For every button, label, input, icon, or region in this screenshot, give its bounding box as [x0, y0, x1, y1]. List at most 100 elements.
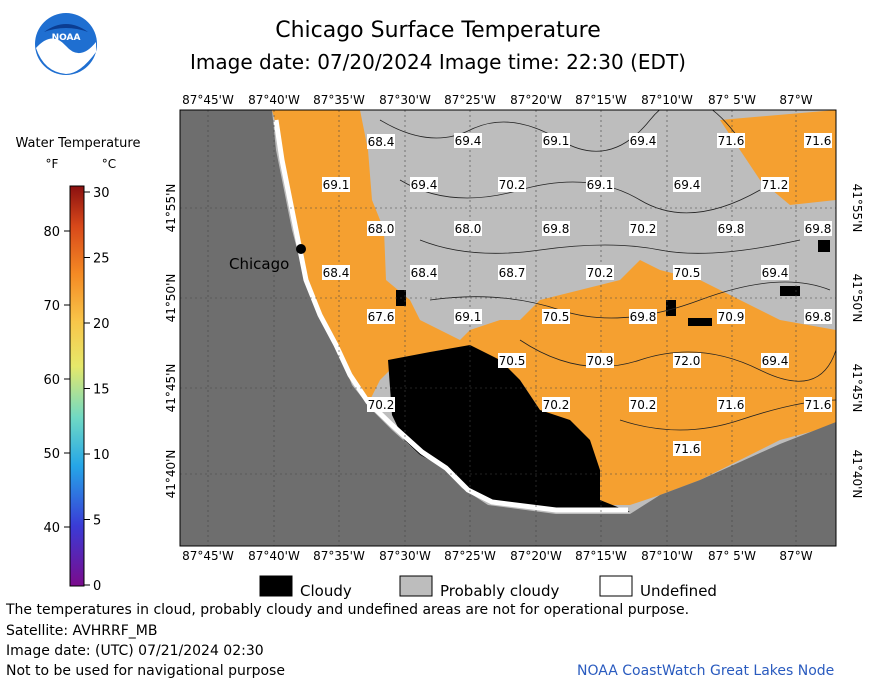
colorbar-tick-c: 5 [93, 514, 101, 529]
temp-label: 70.5 [674, 266, 701, 280]
temp-label: 68.4 [411, 266, 438, 280]
temp-label-bg [673, 177, 701, 192]
legend-undefined-label: Undefined [640, 582, 717, 600]
temp-label: 69.4 [674, 178, 701, 192]
temp-label: 69.1 [543, 134, 570, 148]
graticule [180, 110, 836, 546]
temp-label: 70.2 [630, 398, 657, 412]
city-marker [296, 244, 306, 254]
lon-label-top: 87°45'W [182, 93, 234, 107]
lon-label-bottom: 87°40'W [248, 549, 300, 563]
colorbar-tick-c: 30 [93, 186, 110, 201]
lon-label-bottom: 87° 5'W [708, 549, 756, 563]
temp-label: 69.8 [630, 310, 657, 324]
page-title: Chicago Surface Temperature [275, 18, 601, 43]
latitude-labels-right: 41°55'N 41°50'N 41°45'N 41°40'N [850, 184, 864, 499]
lon-label-bottom: 87°45'W [182, 549, 234, 563]
temp-label-bg [542, 221, 570, 236]
lat-label-left: 41°55'N [164, 184, 178, 233]
longitude-labels-bottom: 87°45'W 87°40'W 87°35'W 87°30'W 87°25'W 87°20… [182, 549, 813, 563]
lat-label-right: 41°40'N [850, 450, 864, 499]
temp-label-bg [542, 133, 570, 148]
temp-label-bg [804, 397, 832, 412]
temp-label-bg [717, 397, 745, 412]
colorbar-tick-f: 80 [43, 225, 60, 240]
temp-label-bg [322, 177, 350, 192]
city-label: Chicago [229, 255, 289, 273]
footer-utc-date: Image date: (UTC) 07/21/2024 02:30 [6, 643, 264, 659]
map-frame [179, 109, 837, 547]
temp-label: 69.8 [543, 222, 570, 236]
undefined-shore [273, 119, 628, 513]
lon-label-bottom: 87°25'W [444, 549, 496, 563]
temp-label-bg [586, 177, 614, 192]
colorbar-unit-f: °F [46, 157, 59, 171]
temp-label: 69.4 [455, 134, 482, 148]
lon-label-top: 87°35'W [313, 93, 365, 107]
temp-label-bg [498, 177, 526, 192]
lon-label-top: 87° 5'W [708, 93, 756, 107]
temp-label: 69.4 [762, 266, 789, 280]
lat-label-right: 41°45'N [850, 364, 864, 413]
warm-water-region [272, 110, 836, 505]
lat-label-right: 41°50'N [850, 274, 864, 323]
temperature-labels: 68.4 69.4 69.1 69.4 71.6 71.6 69.1 69.4 70.2 69.1… [322, 133, 832, 456]
temp-label-bg [804, 309, 832, 324]
temp-label: 69.4 [411, 178, 438, 192]
temp-label: 70.5 [499, 354, 526, 368]
temp-label: 69.1 [323, 178, 350, 192]
temp-label-bg [542, 397, 570, 412]
temp-label: 69.4 [762, 354, 789, 368]
colorbar [69, 185, 85, 587]
temp-label: 71.6 [805, 134, 832, 148]
temp-label-bg [498, 353, 526, 368]
temp-label: 68.7 [499, 266, 526, 280]
lon-label-top: 87°40'W [248, 93, 300, 107]
temp-label: 71.6 [718, 398, 745, 412]
longitude-labels-top: 87°45'W 87°40'W 87°35'W 87°30'W 87°25'W 87°20… [182, 93, 813, 107]
temp-label: 69.1 [587, 178, 614, 192]
colorbar-tick-c: 15 [93, 383, 110, 398]
temp-label: 69.8 [805, 310, 832, 324]
temp-label-bg [629, 133, 657, 148]
temp-label-bg [673, 353, 701, 368]
lat-label-right: 41°55'N [850, 184, 864, 233]
colorbar-tick-c: 20 [93, 317, 110, 332]
land-illinois-indiana [180, 110, 836, 546]
lon-label-bottom: 87°30'W [379, 549, 431, 563]
colorbar-tick-c: 0 [93, 579, 101, 594]
temp-label: 70.9 [718, 310, 745, 324]
legend-probably-cloudy-label: Probably cloudy [440, 582, 559, 600]
footer-credit: NOAA CoastWatch Great Lakes Node [577, 663, 835, 679]
temp-label-bg [367, 397, 395, 412]
footer-satellite: Satellite: AVHRRF_MB [6, 623, 158, 639]
temp-label: 70.2 [368, 398, 395, 412]
legend-cloudy-swatch [259, 575, 293, 597]
temp-label-bg [586, 353, 614, 368]
lon-label-bottom: 87°35'W [313, 549, 365, 563]
legend-undefined-swatch [599, 575, 633, 597]
temp-label-bg [673, 441, 701, 456]
lon-label-top: 87°10'W [641, 93, 693, 107]
temp-label-bg [804, 221, 832, 236]
temp-label: 71.6 [718, 134, 745, 148]
temp-label-bg [717, 221, 745, 236]
lon-label-top: 87°15'W [575, 93, 627, 107]
colorbar-unit-c: °C [102, 157, 116, 171]
lon-label-top: 87°30'W [379, 93, 431, 107]
temp-label: 69.8 [718, 222, 745, 236]
temp-label-bg [761, 265, 789, 280]
temp-label: 68.4 [323, 266, 350, 280]
temp-label-bg [761, 353, 789, 368]
temp-label-bg [454, 133, 482, 148]
lat-label-left: 41°40'N [164, 450, 178, 499]
image-date-time: Image date: 07/20/2024 Image time: 22:30… [190, 50, 686, 74]
temp-label-bg [804, 133, 832, 148]
footer-disclaimer: The temperatures in cloud, probably clou… [6, 602, 690, 618]
lon-label-bottom: 87°15'W [575, 549, 627, 563]
temp-label: 70.2 [499, 178, 526, 192]
colorbar-tick-c: 25 [93, 252, 110, 267]
footer-nav-warning: Not to be used for navigational purpose [6, 663, 285, 679]
